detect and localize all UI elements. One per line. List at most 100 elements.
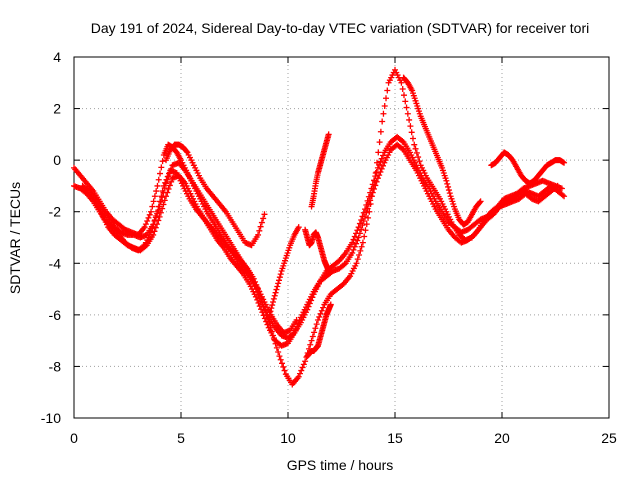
data-point <box>366 208 373 215</box>
data-point <box>360 217 367 224</box>
y-tick-label: -8 <box>49 358 62 374</box>
data-point <box>402 98 409 105</box>
axis-ticks <box>73 56 610 419</box>
data-point <box>150 231 157 238</box>
data-point <box>260 215 267 222</box>
data-point <box>311 329 318 336</box>
data-point <box>141 224 148 231</box>
data-point <box>365 214 372 221</box>
data-point <box>250 279 257 286</box>
data-point <box>164 189 171 196</box>
data-point <box>255 231 262 238</box>
data-point <box>349 249 356 256</box>
data-point <box>150 198 157 205</box>
data-point <box>325 131 332 138</box>
data-point <box>364 205 371 212</box>
data-point <box>164 176 171 183</box>
data-point <box>561 159 568 166</box>
x-tick-labels: 0 5 10 15 20 25 <box>70 430 617 446</box>
data-point <box>354 237 361 244</box>
data-point <box>383 95 390 102</box>
data-point <box>357 247 364 254</box>
data-point <box>372 182 379 189</box>
data-point <box>380 162 387 169</box>
data-point <box>399 145 406 152</box>
data-point <box>443 177 450 184</box>
data-point <box>166 169 173 176</box>
data-point <box>384 87 391 94</box>
data-point <box>270 295 277 302</box>
data-point <box>155 176 162 183</box>
data-point <box>264 321 271 328</box>
data-point <box>166 182 173 189</box>
data-point <box>309 333 316 340</box>
data-point <box>293 323 300 330</box>
data-point <box>266 311 273 318</box>
data-point <box>380 110 387 117</box>
data-point <box>261 315 268 322</box>
data-point <box>159 205 166 212</box>
data-point <box>358 226 365 233</box>
data-point <box>558 185 565 192</box>
data-point <box>144 217 151 224</box>
y-tick-label: -4 <box>49 255 62 271</box>
data-point <box>377 158 384 165</box>
data-point <box>408 129 415 136</box>
data-points <box>71 66 568 388</box>
data-point <box>255 299 262 306</box>
data-point <box>446 190 453 197</box>
data-point <box>156 213 163 220</box>
x-tick-label: 15 <box>387 430 403 446</box>
data-point <box>299 364 306 371</box>
data-point <box>161 184 168 191</box>
data-point <box>351 243 358 250</box>
data-point <box>165 186 172 193</box>
data-point <box>369 189 376 196</box>
data-point <box>559 192 566 199</box>
data-point <box>154 210 161 217</box>
data-point <box>158 164 165 171</box>
data-point <box>477 198 484 205</box>
data-point <box>316 313 323 320</box>
data-point <box>183 148 190 155</box>
data-point <box>403 104 410 111</box>
series-track-10 <box>400 74 484 228</box>
data-point <box>258 306 265 313</box>
data-point <box>378 155 385 162</box>
data-point <box>152 224 159 231</box>
data-point <box>376 139 383 146</box>
data-point <box>354 227 361 234</box>
data-point <box>295 373 302 380</box>
data-point <box>308 337 315 344</box>
data-point <box>374 164 381 171</box>
data-point <box>374 175 381 182</box>
y-axis-label: SDTVAR / TECUs <box>7 182 23 294</box>
data-point <box>341 261 348 268</box>
data-point <box>413 149 420 156</box>
data-point <box>406 116 413 123</box>
data-point <box>291 329 298 336</box>
data-point <box>365 201 372 208</box>
data-point <box>415 154 422 161</box>
data-point <box>379 118 386 125</box>
data-point <box>296 370 303 377</box>
data-point <box>154 221 161 228</box>
x-tick-label: 10 <box>280 430 296 446</box>
data-point <box>376 161 383 168</box>
data-point <box>561 193 568 200</box>
data-point <box>325 268 332 275</box>
data-point <box>247 273 254 280</box>
data-point <box>476 199 483 206</box>
data-point <box>267 308 274 315</box>
series-track-5 <box>163 141 268 249</box>
data-point <box>295 320 302 327</box>
data-point <box>371 186 378 193</box>
data-point <box>350 246 357 253</box>
data-point <box>444 180 451 187</box>
data-point <box>412 145 419 152</box>
data-point <box>378 165 385 172</box>
data-point <box>151 193 158 200</box>
data-point <box>281 367 288 374</box>
data-point <box>157 170 164 177</box>
